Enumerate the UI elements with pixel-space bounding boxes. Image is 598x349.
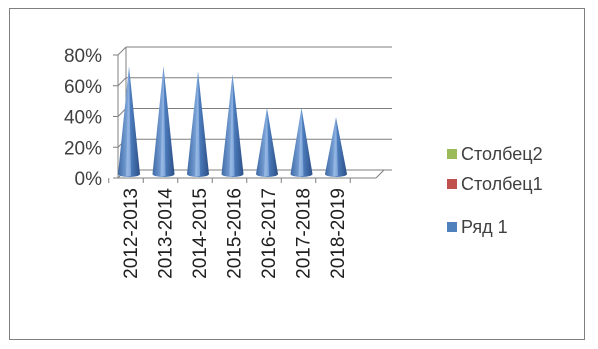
legend-entry: Ряд 1 bbox=[447, 217, 508, 237]
legend-entry: Столбец1 bbox=[447, 174, 543, 194]
cone-2018-2019 bbox=[325, 117, 347, 177]
legend: Столбец2 Столбец1 Ряд 1 bbox=[447, 144, 543, 237]
x-category-label: 2013-2014 bbox=[156, 188, 177, 279]
legend-swatch bbox=[447, 149, 457, 159]
legend-label: Столбец2 bbox=[461, 144, 543, 164]
legend-entry: Столбец2 bbox=[447, 144, 543, 164]
cone-highlight bbox=[229, 74, 235, 176]
cone-highlight bbox=[195, 70, 200, 176]
x-category-label: 2012-2013 bbox=[121, 188, 142, 279]
cone-highlight bbox=[264, 107, 269, 176]
cone-highlight bbox=[298, 107, 304, 176]
cone-2015-2016 bbox=[221, 74, 244, 177]
y-tick-label: 60% bbox=[64, 77, 102, 98]
legend-swatch bbox=[447, 179, 457, 189]
y-tick-labels: 0% 20% 40% 60% 80% bbox=[64, 46, 102, 190]
cone-2012-2013 bbox=[118, 66, 140, 177]
y-tick-label: 20% bbox=[64, 138, 102, 159]
legend-swatch bbox=[447, 222, 457, 232]
x-category-label: 2017-2018 bbox=[294, 188, 315, 279]
cone-highlight bbox=[126, 66, 131, 176]
cone-2014-2015 bbox=[187, 70, 209, 177]
cone-highlight bbox=[160, 66, 166, 176]
cone-2013-2014 bbox=[152, 66, 175, 177]
x-category-label: 2014-2015 bbox=[190, 188, 211, 279]
side-wall-line bbox=[117, 77, 127, 87]
data-cones bbox=[118, 66, 347, 177]
cone-2016-2017 bbox=[256, 107, 278, 177]
x-category-label: 2018-2019 bbox=[328, 188, 349, 279]
y-tick-label: 80% bbox=[64, 46, 102, 67]
x-category-label: 2016-2017 bbox=[259, 188, 280, 279]
y-tick-label: 40% bbox=[64, 108, 102, 129]
legend-label: Ряд 1 bbox=[461, 217, 508, 237]
x-category-labels: 2012-2013 2013-2014 2014-2015 2015-2016 2016… bbox=[121, 188, 349, 279]
side-wall-line bbox=[117, 46, 127, 56]
floor-right-edge bbox=[375, 169, 385, 179]
cone-highlight bbox=[333, 117, 338, 176]
cone-2017-2018 bbox=[290, 107, 313, 177]
legend-label: Столбец1 bbox=[461, 174, 543, 194]
y-tick-label: 0% bbox=[75, 169, 103, 190]
x-category-label: 2015-2016 bbox=[225, 188, 246, 279]
